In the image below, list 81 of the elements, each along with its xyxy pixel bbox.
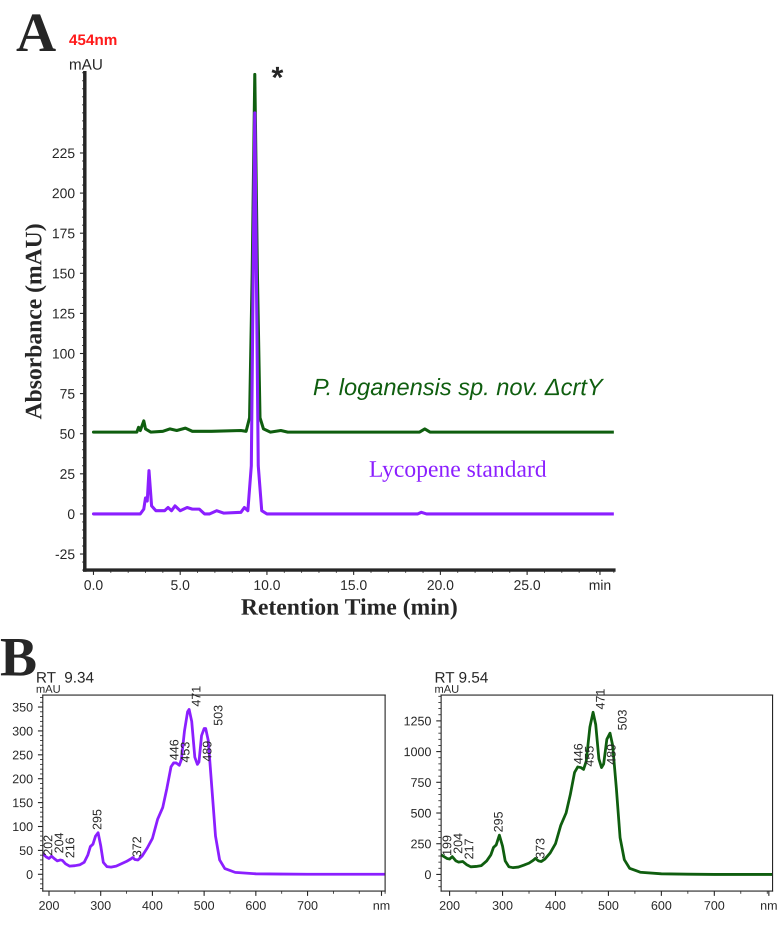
line-series (441, 710, 773, 876)
annotation: 199 (442, 836, 452, 855)
y-tick-label: 150 (13, 798, 33, 808)
annotation: 295 (494, 812, 503, 832)
series-label: P. loganensis sp. nov. ΔcrtY (314, 378, 604, 400)
annotation: 489 (202, 741, 212, 762)
y-axis-title: Absorbance (mAU) (24, 224, 46, 420)
annotation: 372 (132, 836, 142, 857)
text: A (16, 14, 56, 51)
x-tick-label: 200 (39, 901, 59, 910)
y-tick-label: 25 (60, 469, 74, 479)
y-tick-label: 350 (12, 702, 33, 712)
annotation: 471 (192, 686, 200, 706)
annotation: 204 (454, 833, 462, 854)
y-tick-label: 1000 (404, 747, 431, 756)
x-tick-label: 20.0 (428, 580, 454, 590)
x-tick-label: 15.0 (341, 580, 367, 590)
x-tick-label: 500 (194, 901, 214, 910)
annotation: 295 (92, 810, 102, 830)
annotation: 503 (214, 705, 223, 726)
annotation: 217 (464, 839, 474, 859)
y-tick-label: 200 (52, 188, 75, 198)
annotation: 202 (44, 836, 52, 856)
y-tick-label: 500 (411, 808, 431, 818)
chart-title: RT 9.54 (436, 672, 488, 683)
y-tick-label: 100 (52, 348, 75, 359)
series-label: Lycopene standard (370, 460, 546, 482)
x-tick-label: 5.0 (171, 580, 190, 590)
annotation: 373 (536, 838, 545, 858)
x-tick-label: min (590, 580, 610, 590)
annotation: 216 (66, 838, 74, 858)
x-tick-label: 600 (652, 901, 672, 910)
annotation: 489 (606, 744, 616, 764)
y-tick-label: 0 (424, 870, 431, 880)
x-tick-label: 500 (598, 901, 618, 910)
y-tick-label: 250 (12, 750, 33, 760)
y-axis-title: mAU (435, 685, 458, 693)
x-tick-label: 200 (440, 901, 460, 910)
y-axis-title: mAU (36, 685, 60, 693)
x-tick-label: 400 (545, 901, 566, 910)
x-tick-label: 700 (704, 901, 724, 910)
x-tick-label: 25.0 (514, 580, 540, 590)
y-tick-label: 1250 (404, 716, 431, 726)
x-tick-label: 400 (142, 901, 162, 910)
x-tick-label: 10.0 (254, 580, 280, 590)
y-tick-label: 750 (411, 778, 431, 787)
y-tick-label: 150 (52, 268, 75, 278)
x-tick-label: 300 (492, 901, 512, 910)
annotation: 471 (596, 689, 605, 710)
y-tick-label: 50 (60, 429, 75, 439)
annotation: 204 (54, 832, 64, 853)
y-tick-label: 300 (12, 726, 33, 736)
annotation: 446 (170, 740, 179, 760)
chart-title: RT 9.34 (37, 672, 94, 683)
annotation: 455 (584, 746, 594, 766)
y-tick-label: 0 (68, 509, 75, 520)
x-tick-label: nm (374, 903, 390, 910)
y-tick-label: 250 (411, 840, 431, 848)
line-series (92, 111, 614, 516)
x-tick-label: nm (760, 903, 777, 910)
y-tick-label: 50 (20, 846, 33, 856)
y-tick-label: 200 (12, 774, 33, 784)
annotation: 446 (574, 744, 583, 764)
y-tick-label: 225 (52, 148, 74, 158)
y-tick-label: 125 (52, 308, 74, 319)
x-tick-label: 0.0 (84, 580, 103, 590)
annotation: 503 (618, 710, 627, 730)
text: B (0, 639, 36, 676)
annotation: * (272, 66, 284, 78)
x-tick-label: 300 (90, 901, 111, 910)
annotation: 453 (180, 742, 190, 762)
y-tick-label: 0 (26, 870, 33, 879)
y-tick-label: 75 (60, 389, 74, 399)
y-tick-label: 175 (52, 228, 74, 238)
x-tick-label: 700 (298, 901, 318, 910)
x-tick-label: 600 (246, 901, 266, 910)
text: mAU (70, 59, 102, 70)
y-tick-label: -25 (56, 549, 74, 560)
y-tick-label: 100 (13, 822, 33, 832)
x-axis-title: Retention Time (min) (241, 598, 457, 620)
chart-title: 454nm (69, 34, 116, 46)
